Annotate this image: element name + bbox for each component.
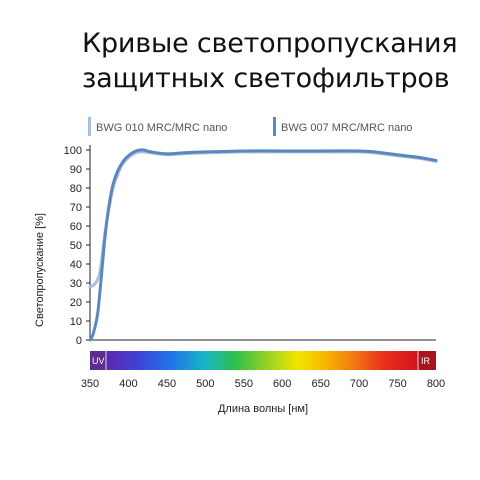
y-tick-label: 100 <box>64 145 82 157</box>
y-tick-label: 80 <box>70 183 82 195</box>
x-tick-label: 750 <box>388 378 406 390</box>
x-tick-label: 550 <box>235 378 253 390</box>
legend-label-bwg-010: BWG 010 MRC/MRC nano <box>96 122 227 134</box>
y-tick-label: 70 <box>70 202 82 214</box>
title-line-1: Кривые светопропускания <box>82 28 458 59</box>
ir-label: IR <box>421 356 431 366</box>
legend-label-bwg-007: BWG 007 MRC/MRC nano <box>281 122 412 134</box>
spectrum-gradient <box>90 351 436 370</box>
x-tick-label: 500 <box>196 378 214 390</box>
y-tick-label: 60 <box>70 221 82 233</box>
uv-label: UV <box>92 356 105 366</box>
page-title: Кривые светопропускания защитных светофи… <box>82 26 462 96</box>
x-axis-label: Длина волны [нм] <box>218 403 308 415</box>
series-layer <box>88 148 438 342</box>
x-tick-label: 600 <box>273 378 291 390</box>
y-axis-ticks: 0 10 20 30 40 50 60 70 80 90 100 <box>64 145 90 347</box>
legend-swatch-bwg-007 <box>273 117 276 136</box>
legend: BWG 010 MRC/MRC nano BWG 007 MRC/MRC nan… <box>88 117 412 136</box>
legend-swatch-bwg-010 <box>88 117 91 136</box>
x-tick-label: 650 <box>311 378 329 390</box>
ir-region <box>418 351 436 370</box>
x-tick-label: 350 <box>81 378 99 390</box>
x-tick-label: 800 <box>427 378 445 390</box>
y-tick-label: 30 <box>70 278 82 290</box>
spectrum-band: UV IR <box>90 351 436 370</box>
y-tick-label: 40 <box>70 259 82 271</box>
title-line-2: защитных светофильтров <box>82 63 450 94</box>
x-axis-ticks: 350 400 450 500 550 600 650 700 750 800 <box>81 378 445 390</box>
series-line-010 <box>88 150 438 289</box>
x-tick-label: 400 <box>119 378 137 390</box>
y-axis-label: Светопропускание [%] <box>34 213 46 327</box>
y-tick-label: 10 <box>70 316 82 328</box>
y-tick-label: 50 <box>70 240 82 252</box>
uv-region <box>90 351 106 370</box>
x-tick-label: 450 <box>158 378 176 390</box>
series-line-007 <box>88 148 438 342</box>
y-tick-label: 0 <box>76 335 82 347</box>
y-tick-label: 20 <box>70 297 82 309</box>
y-tick-label: 90 <box>70 164 82 176</box>
x-tick-label: 700 <box>350 378 368 390</box>
